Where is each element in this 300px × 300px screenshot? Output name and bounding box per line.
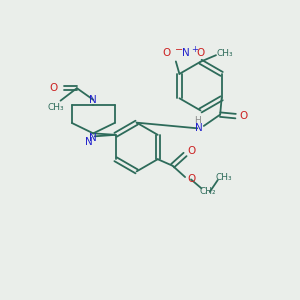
Text: CH₃: CH₃ xyxy=(217,49,233,58)
Text: O: O xyxy=(188,146,196,157)
Text: O: O xyxy=(162,47,170,58)
Text: N: N xyxy=(85,137,93,147)
Text: O: O xyxy=(50,83,58,93)
Text: O: O xyxy=(197,47,205,58)
Text: CH₂: CH₂ xyxy=(199,187,216,196)
Text: N: N xyxy=(89,95,97,105)
Text: CH₃: CH₃ xyxy=(215,172,232,182)
Text: +: + xyxy=(191,45,198,54)
Text: N: N xyxy=(195,123,202,133)
Text: N: N xyxy=(182,47,190,58)
Text: CH₃: CH₃ xyxy=(47,103,64,112)
Text: O: O xyxy=(240,111,248,121)
Text: N: N xyxy=(89,133,97,143)
Text: H: H xyxy=(194,116,201,125)
Text: −: − xyxy=(176,45,184,55)
Text: O: O xyxy=(187,174,195,184)
